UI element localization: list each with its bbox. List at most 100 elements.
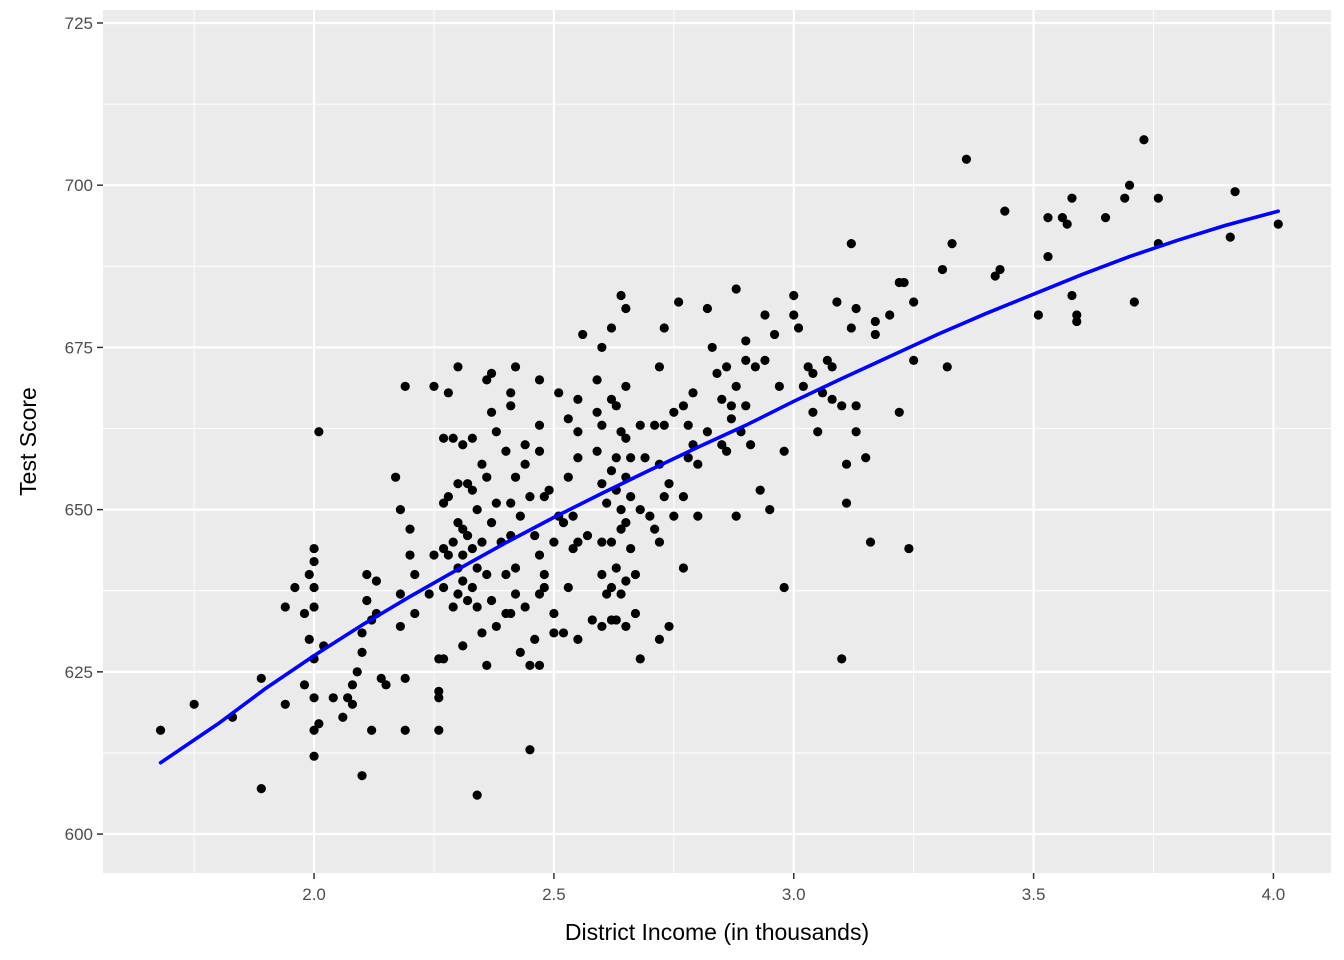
data-point	[683, 420, 693, 430]
data-point	[837, 654, 847, 664]
data-point	[846, 238, 856, 249]
data-point	[702, 303, 713, 314]
data-point	[1129, 297, 1139, 307]
x-axis: 2.0 2.5 3.0 3.5 4.0	[302, 873, 1285, 904]
data-point	[769, 329, 780, 340]
data-point	[1072, 316, 1082, 327]
y-axis-title: Test Score	[15, 387, 41, 496]
data-point	[309, 543, 319, 554]
y-tick-label: 675	[65, 338, 93, 357]
data-point	[477, 459, 487, 469]
data-point	[453, 518, 463, 528]
data-point	[534, 446, 545, 456]
y-tick-label: 600	[65, 825, 93, 844]
data-point	[491, 621, 501, 632]
x-tick-label: 4.0	[1262, 885, 1286, 904]
data-point	[515, 511, 525, 521]
data-point	[741, 355, 751, 365]
data-point	[405, 550, 415, 560]
data-point	[731, 511, 741, 521]
data-point	[482, 569, 492, 580]
data-point	[1043, 213, 1053, 223]
data-point	[462, 479, 473, 489]
data-point	[338, 712, 348, 722]
data-point	[870, 316, 880, 327]
data-point	[832, 297, 842, 307]
data-point	[443, 388, 453, 398]
data-point	[616, 427, 626, 437]
data-point	[501, 569, 511, 580]
data-point	[486, 368, 497, 378]
data-point	[453, 362, 463, 372]
data-point	[429, 550, 439, 560]
data-point	[453, 479, 463, 489]
data-point	[645, 511, 655, 521]
data-point	[640, 453, 650, 463]
data-point	[1043, 251, 1053, 262]
plot-panel	[103, 10, 1331, 873]
data-point	[726, 414, 736, 424]
data-point	[626, 453, 636, 463]
data-point	[885, 310, 895, 320]
data-point	[395, 505, 406, 515]
data-point	[822, 355, 832, 365]
data-point	[616, 290, 626, 301]
data-point	[309, 725, 319, 735]
data-point	[851, 427, 861, 437]
data-point	[573, 427, 583, 437]
data-point	[352, 667, 362, 677]
data-point	[491, 427, 501, 437]
data-point	[438, 543, 449, 554]
x-tick-label: 2.0	[302, 885, 326, 904]
data-point	[362, 569, 372, 580]
data-point	[961, 154, 972, 164]
data-point	[942, 362, 952, 372]
data-point	[477, 628, 487, 638]
data-point	[491, 498, 501, 508]
data-point	[510, 589, 521, 599]
data-point	[434, 686, 444, 696]
data-point	[438, 582, 449, 593]
data-point	[621, 381, 631, 391]
data-point	[506, 401, 516, 411]
data-point	[189, 699, 199, 709]
data-point	[309, 582, 319, 593]
data-point	[1072, 310, 1082, 320]
data-point	[894, 407, 904, 417]
data-point	[995, 264, 1005, 275]
data-point	[611, 615, 621, 625]
data-point	[534, 420, 545, 430]
data-point	[793, 323, 804, 333]
data-point	[563, 582, 573, 593]
data-point	[534, 375, 545, 385]
data-point	[280, 699, 290, 709]
major-gridlines	[103, 10, 1331, 873]
data-point	[314, 427, 324, 437]
data-point	[1100, 213, 1111, 223]
x-tick-label: 2.5	[542, 885, 566, 904]
data-point	[616, 524, 626, 534]
data-point	[486, 518, 497, 528]
data-point	[760, 355, 770, 365]
data-point	[467, 485, 477, 495]
data-point	[606, 394, 617, 404]
data-point	[909, 297, 919, 307]
y-tick-label: 625	[65, 663, 93, 682]
data-point	[438, 654, 449, 664]
data-point	[621, 433, 631, 443]
data-point	[865, 537, 876, 547]
data-point	[506, 608, 516, 619]
x-tick-label: 3.0	[782, 885, 806, 904]
data-point	[659, 492, 669, 502]
data-point	[602, 589, 612, 599]
data-point	[635, 654, 645, 664]
data-point	[357, 628, 367, 638]
data-point	[621, 518, 631, 528]
data-point	[621, 576, 631, 586]
data-point	[937, 264, 948, 275]
data-point	[573, 634, 583, 645]
data-point	[693, 511, 703, 521]
data-point	[304, 569, 314, 580]
